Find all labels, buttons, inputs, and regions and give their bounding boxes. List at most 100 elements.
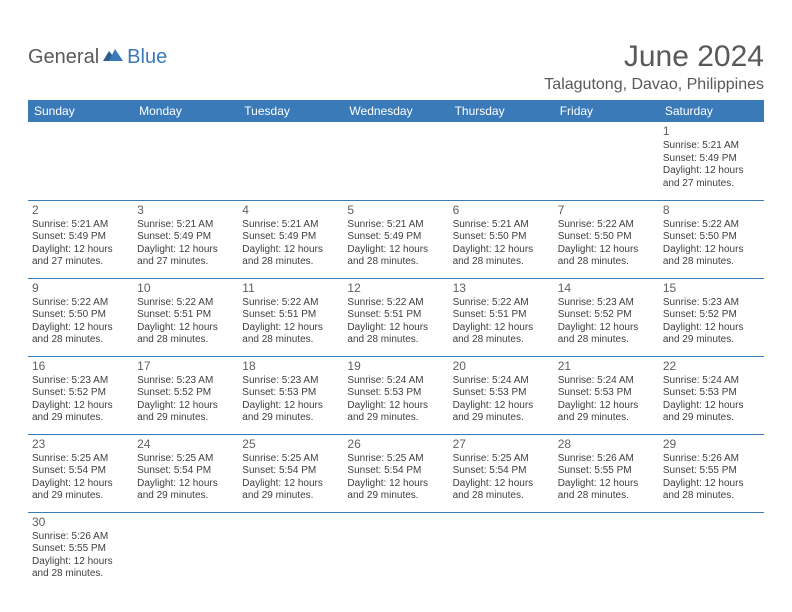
day-header: Friday xyxy=(554,100,659,122)
calendar-cell: 18Sunrise: 5:23 AMSunset: 5:53 PMDayligh… xyxy=(238,356,343,434)
calendar-cell xyxy=(554,122,659,200)
daylight-text: and 29 minutes. xyxy=(137,490,234,503)
calendar-cell: 6Sunrise: 5:21 AMSunset: 5:50 PMDaylight… xyxy=(449,200,554,278)
sunset-text: Sunset: 5:55 PM xyxy=(32,543,129,556)
sunset-text: Sunset: 5:51 PM xyxy=(242,309,339,322)
daylight-text: Daylight: 12 hours xyxy=(663,400,760,413)
daylight-text: Daylight: 12 hours xyxy=(137,400,234,413)
day-number: 3 xyxy=(137,203,234,218)
calendar-cell xyxy=(554,512,659,590)
daylight-text: and 28 minutes. xyxy=(453,490,550,503)
sunset-text: Sunset: 5:52 PM xyxy=(558,309,655,322)
daylight-text: and 29 minutes. xyxy=(347,412,444,425)
calendar-cell xyxy=(659,512,764,590)
calendar-cell: 2Sunrise: 5:21 AMSunset: 5:49 PMDaylight… xyxy=(28,200,133,278)
sunset-text: Sunset: 5:51 PM xyxy=(137,309,234,322)
daylight-text: Daylight: 12 hours xyxy=(242,244,339,257)
sunrise-text: Sunrise: 5:24 AM xyxy=(663,375,760,388)
sunrise-text: Sunrise: 5:22 AM xyxy=(32,297,129,310)
sunrise-text: Sunrise: 5:25 AM xyxy=(347,453,444,466)
sunset-text: Sunset: 5:54 PM xyxy=(137,465,234,478)
daylight-text: Daylight: 12 hours xyxy=(32,400,129,413)
month-title: June 2024 xyxy=(544,40,764,74)
daylight-text: and 29 minutes. xyxy=(242,412,339,425)
sunset-text: Sunset: 5:49 PM xyxy=(347,231,444,244)
calendar-cell: 30Sunrise: 5:26 AMSunset: 5:55 PMDayligh… xyxy=(28,512,133,590)
logo-text-blue: Blue xyxy=(127,46,167,69)
calendar-cell xyxy=(238,122,343,200)
daylight-text: and 29 minutes. xyxy=(453,412,550,425)
day-header: Wednesday xyxy=(343,100,448,122)
daylight-text: and 28 minutes. xyxy=(242,334,339,347)
daylight-text: Daylight: 12 hours xyxy=(242,400,339,413)
daylight-text: and 27 minutes. xyxy=(137,256,234,269)
daylight-text: Daylight: 12 hours xyxy=(453,322,550,335)
daylight-text: and 29 minutes. xyxy=(32,412,129,425)
day-number: 23 xyxy=(32,437,129,452)
calendar-cell: 1Sunrise: 5:21 AMSunset: 5:49 PMDaylight… xyxy=(659,122,764,200)
daylight-text: Daylight: 12 hours xyxy=(32,478,129,491)
sunrise-text: Sunrise: 5:26 AM xyxy=(32,531,129,544)
daylight-text: Daylight: 12 hours xyxy=(137,322,234,335)
day-number: 22 xyxy=(663,359,760,374)
sunrise-text: Sunrise: 5:25 AM xyxy=(32,453,129,466)
calendar-cell: 21Sunrise: 5:24 AMSunset: 5:53 PMDayligh… xyxy=(554,356,659,434)
sunrise-text: Sunrise: 5:21 AM xyxy=(242,219,339,232)
daylight-text: Daylight: 12 hours xyxy=(663,322,760,335)
sunset-text: Sunset: 5:52 PM xyxy=(137,387,234,400)
sunrise-text: Sunrise: 5:24 AM xyxy=(453,375,550,388)
day-header: Tuesday xyxy=(238,100,343,122)
calendar-cell: 27Sunrise: 5:25 AMSunset: 5:54 PMDayligh… xyxy=(449,434,554,512)
sunset-text: Sunset: 5:50 PM xyxy=(663,231,760,244)
sunset-text: Sunset: 5:52 PM xyxy=(663,309,760,322)
sunset-text: Sunset: 5:55 PM xyxy=(663,465,760,478)
daylight-text: and 28 minutes. xyxy=(558,490,655,503)
calendar-cell: 17Sunrise: 5:23 AMSunset: 5:52 PMDayligh… xyxy=(133,356,238,434)
location-subtitle: Talagutong, Davao, Philippines xyxy=(544,76,764,94)
daylight-text: Daylight: 12 hours xyxy=(453,244,550,257)
day-number: 4 xyxy=(242,203,339,218)
day-number: 14 xyxy=(558,281,655,296)
calendar-cell: 4Sunrise: 5:21 AMSunset: 5:49 PMDaylight… xyxy=(238,200,343,278)
daylight-text: and 28 minutes. xyxy=(32,334,129,347)
daylight-text: Daylight: 12 hours xyxy=(242,478,339,491)
sunset-text: Sunset: 5:50 PM xyxy=(453,231,550,244)
daylight-text: Daylight: 12 hours xyxy=(453,400,550,413)
sunset-text: Sunset: 5:50 PM xyxy=(32,309,129,322)
day-header: Thursday xyxy=(449,100,554,122)
sunrise-text: Sunrise: 5:25 AM xyxy=(137,453,234,466)
sunrise-text: Sunrise: 5:26 AM xyxy=(558,453,655,466)
daylight-text: and 29 minutes. xyxy=(242,490,339,503)
calendar-cell: 26Sunrise: 5:25 AMSunset: 5:54 PMDayligh… xyxy=(343,434,448,512)
calendar-cell: 11Sunrise: 5:22 AMSunset: 5:51 PMDayligh… xyxy=(238,278,343,356)
sunset-text: Sunset: 5:51 PM xyxy=(453,309,550,322)
calendar-cell: 19Sunrise: 5:24 AMSunset: 5:53 PMDayligh… xyxy=(343,356,448,434)
sunrise-text: Sunrise: 5:26 AM xyxy=(663,453,760,466)
sunset-text: Sunset: 5:53 PM xyxy=(347,387,444,400)
sunset-text: Sunset: 5:49 PM xyxy=(242,231,339,244)
calendar-cell: 10Sunrise: 5:22 AMSunset: 5:51 PMDayligh… xyxy=(133,278,238,356)
calendar-cell: 5Sunrise: 5:21 AMSunset: 5:49 PMDaylight… xyxy=(343,200,448,278)
calendar-cell: 8Sunrise: 5:22 AMSunset: 5:50 PMDaylight… xyxy=(659,200,764,278)
calendar-cell: 28Sunrise: 5:26 AMSunset: 5:55 PMDayligh… xyxy=(554,434,659,512)
sunrise-text: Sunrise: 5:23 AM xyxy=(137,375,234,388)
daylight-text: Daylight: 12 hours xyxy=(347,244,444,257)
daylight-text: Daylight: 12 hours xyxy=(453,478,550,491)
sunrise-text: Sunrise: 5:25 AM xyxy=(242,453,339,466)
daylight-text: and 28 minutes. xyxy=(663,256,760,269)
calendar-cell: 13Sunrise: 5:22 AMSunset: 5:51 PMDayligh… xyxy=(449,278,554,356)
day-number: 19 xyxy=(347,359,444,374)
daylight-text: and 28 minutes. xyxy=(347,334,444,347)
daylight-text: Daylight: 12 hours xyxy=(32,556,129,569)
day-number: 7 xyxy=(558,203,655,218)
day-number: 24 xyxy=(137,437,234,452)
sunset-text: Sunset: 5:53 PM xyxy=(663,387,760,400)
sunrise-text: Sunrise: 5:22 AM xyxy=(558,219,655,232)
calendar-cell xyxy=(133,122,238,200)
sunrise-text: Sunrise: 5:22 AM xyxy=(137,297,234,310)
daylight-text: Daylight: 12 hours xyxy=(663,478,760,491)
day-number: 15 xyxy=(663,281,760,296)
day-number: 26 xyxy=(347,437,444,452)
day-number: 11 xyxy=(242,281,339,296)
daylight-text: and 28 minutes. xyxy=(32,568,129,581)
